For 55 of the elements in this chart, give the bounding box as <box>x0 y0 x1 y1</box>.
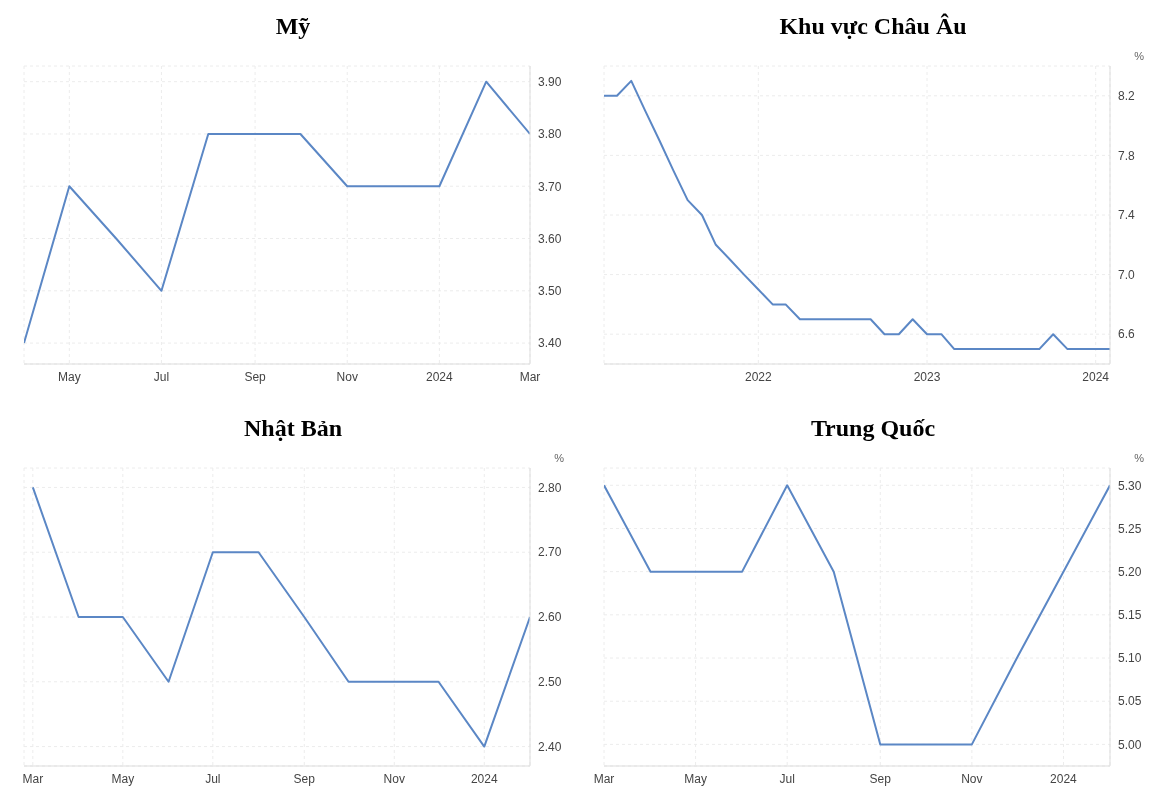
y-tick-label: 5.10 <box>1118 651 1142 666</box>
y-tick-label: 7.0 <box>1118 267 1136 282</box>
x-tick-label: 2023 <box>913 369 941 384</box>
chart-title: Khu vực Châu Âu <box>778 12 968 41</box>
line-series <box>24 80 530 345</box>
y-tick-label: 3.50 <box>538 284 562 299</box>
x-tick-label: Jul <box>153 369 170 384</box>
y-tick-label: 3.70 <box>538 179 562 194</box>
x-tick-label: 2024 <box>470 771 498 786</box>
x-tick-label: May <box>684 771 707 786</box>
y-axis-title: % <box>554 452 564 464</box>
x-tick-label: Sep <box>244 369 267 384</box>
y-tick-label: 3.90 <box>538 74 562 89</box>
x-tick-label: Jul <box>205 771 221 786</box>
line-series <box>604 79 1110 351</box>
x-tick-label: Nov <box>961 771 983 786</box>
y-tick-label: 5.15 <box>1118 608 1142 623</box>
y-axis-title: % <box>1134 452 1144 464</box>
chart-title: Nhật Bản <box>243 414 343 443</box>
x-tick-label: Sep <box>293 771 316 786</box>
x-tick-label: Mar <box>593 771 615 786</box>
x-tick-label: Mar <box>519 369 541 384</box>
x-tick-label: Nov <box>383 771 405 786</box>
line-series <box>31 486 530 748</box>
line-series <box>604 484 1110 746</box>
x-tick-label: Jul <box>779 771 795 786</box>
y-tick-label: 6.6 <box>1118 327 1136 342</box>
x-tick-label: Nov <box>336 369 358 384</box>
y-tick-label: 5.30 <box>1118 478 1142 493</box>
x-tick-label: May <box>111 771 135 786</box>
x-tick-label: 2024 <box>426 369 454 384</box>
x-tick-label: Sep <box>869 771 892 786</box>
x-tick-label: 2022 <box>744 369 773 384</box>
y-tick-label: 2.60 <box>538 610 562 625</box>
y-tick-label: 3.60 <box>538 231 562 246</box>
y-tick-label: 3.40 <box>538 336 562 351</box>
y-tick-label: 2.50 <box>538 675 562 690</box>
x-tick-label: Mar <box>22 771 44 786</box>
y-tick-label: 2.40 <box>538 739 562 754</box>
y-tick-label: 7.8 <box>1118 148 1136 163</box>
y-tick-label: 8.2 <box>1118 89 1136 104</box>
y-axis-title: % <box>1134 50 1144 62</box>
x-tick-label: May <box>57 369 81 384</box>
y-tick-label: 7.4 <box>1118 208 1136 223</box>
y-tick-label: 2.80 <box>538 480 562 495</box>
y-tick-label: 2.70 <box>538 545 562 560</box>
x-tick-label: 2024 <box>1082 369 1110 384</box>
y-tick-label: 3.80 <box>538 127 562 142</box>
y-tick-label: 5.00 <box>1118 737 1142 752</box>
y-tick-label: 5.25 <box>1118 521 1142 536</box>
y-tick-label: 5.20 <box>1118 564 1142 579</box>
x-tick-label: 2024 <box>1050 771 1078 786</box>
chart-title: Mỹ <box>274 12 312 41</box>
y-tick-label: 5.05 <box>1118 694 1142 709</box>
chart-title: Trung Quốc <box>809 414 937 443</box>
